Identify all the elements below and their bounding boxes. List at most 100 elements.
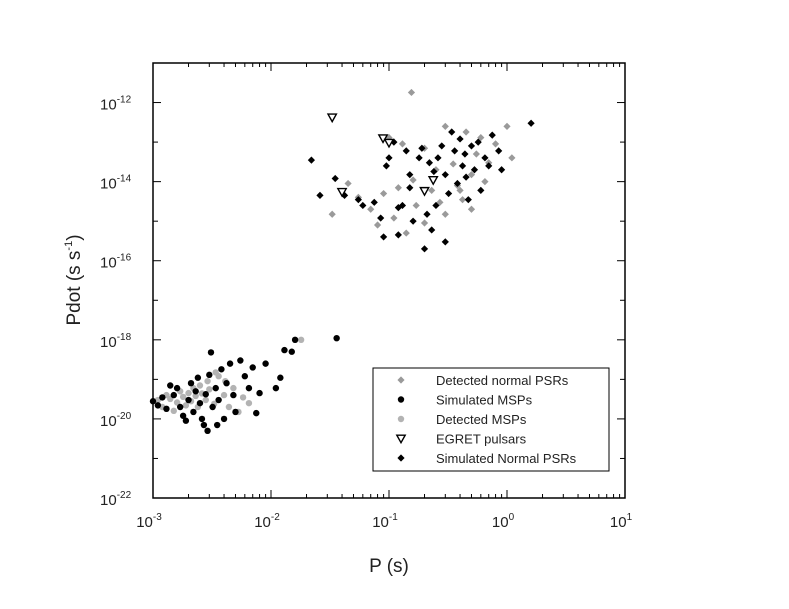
y-tick-label-exponent: -12: [117, 95, 132, 106]
x-tick-label: 10-2: [254, 512, 280, 531]
data-point: [179, 412, 187, 419]
data-point: [207, 349, 215, 356]
data-point: [215, 396, 222, 404]
data-point: [198, 415, 206, 423]
x-tick-label-base: 10: [492, 514, 509, 531]
data-point: [402, 229, 410, 237]
data-point: [394, 231, 402, 239]
series-4: [307, 119, 535, 253]
y-axis-title: Pdot (s s-1): [63, 234, 85, 325]
y-tick-label-exponent: -20: [117, 411, 132, 422]
x-tick-label: 10-3: [136, 512, 162, 531]
data-point: [232, 408, 239, 416]
data-point: [385, 154, 393, 162]
x-tick-label-base: 10: [372, 514, 389, 531]
data-point: [467, 171, 476, 179]
data-point: [202, 396, 209, 404]
data-point: [398, 140, 407, 148]
data-point: [331, 174, 339, 183]
data-point: [425, 159, 434, 167]
data-point: [307, 156, 316, 164]
data-point: [173, 384, 181, 392]
data-point: [477, 186, 485, 195]
data-point: [185, 396, 192, 404]
data-point: [377, 214, 385, 222]
legend-label: EGRET pulsars: [436, 432, 527, 447]
data-point: [383, 138, 395, 149]
x-tick-label: 100: [492, 512, 515, 531]
data-point: [462, 173, 470, 181]
data-point: [382, 162, 390, 170]
series-1: [149, 334, 340, 435]
data-point: [239, 394, 247, 401]
data-point: [196, 382, 204, 389]
legend-label: Detected MSPs: [436, 412, 527, 427]
data-point: [472, 150, 480, 158]
data-point: [527, 119, 535, 127]
data-point: [297, 336, 305, 344]
data-point: [196, 399, 204, 407]
data-point: [182, 402, 190, 409]
data-point: [445, 189, 453, 198]
data-point: [458, 162, 467, 170]
data-point: [354, 196, 362, 204]
data-point: [495, 147, 503, 155]
data-point: [212, 369, 219, 376]
data-point: [462, 128, 470, 136]
data-point: [373, 221, 382, 229]
data-point: [328, 210, 336, 218]
data-point: [394, 184, 402, 192]
data-point: [427, 175, 439, 186]
data-point: [192, 392, 199, 400]
data-point: [220, 415, 228, 423]
x-tick-label-base: 10: [610, 514, 627, 531]
data-point: [237, 357, 244, 364]
data-point: [340, 191, 349, 199]
data-point: [419, 186, 430, 197]
series-0: [328, 88, 516, 237]
data-point: [467, 205, 476, 213]
data-point: [456, 135, 464, 143]
data-point: [226, 360, 234, 367]
y-tick-label: 10-14: [100, 174, 132, 193]
data-point: [485, 162, 493, 170]
data-point: [185, 389, 192, 397]
y-tick-label-base: 10: [100, 413, 117, 430]
data-point: [359, 201, 367, 210]
legend-marker: [397, 454, 405, 462]
data-point: [291, 336, 299, 344]
data-point: [398, 201, 407, 210]
x-tick-labels: 10-3 10-2 10-1 100 101: [136, 512, 632, 531]
data-point: [336, 187, 348, 198]
data-point: [209, 403, 216, 411]
data-point: [173, 399, 181, 406]
data-point: [467, 142, 476, 150]
data-point: [409, 176, 417, 184]
data-point: [438, 142, 446, 150]
data-point: [170, 407, 177, 415]
data-point: [167, 382, 174, 389]
data-point: [377, 134, 389, 144]
y-tick-label-base: 10: [100, 97, 117, 114]
data-point: [420, 245, 429, 253]
data-point: [179, 393, 187, 401]
data-point: [481, 178, 489, 186]
y-tick-label-exponent: -16: [117, 253, 132, 264]
data-point: [370, 198, 378, 206]
data-point: [453, 179, 462, 188]
y-axis-title-close: ): [64, 234, 85, 240]
data-point: [380, 233, 388, 241]
data-point: [503, 122, 511, 130]
data-point: [406, 184, 414, 192]
data-point: [441, 122, 449, 130]
data-point: [163, 405, 170, 413]
data-point: [214, 421, 221, 429]
data-point: [288, 348, 295, 355]
x-tick-label-exponent: -2: [271, 512, 280, 523]
data-point: [418, 144, 426, 152]
x-tick-label-base: 10: [136, 514, 153, 531]
data-point: [390, 214, 398, 222]
data-point: [194, 374, 202, 381]
legend-label: Simulated Normal PSRs: [436, 451, 577, 466]
